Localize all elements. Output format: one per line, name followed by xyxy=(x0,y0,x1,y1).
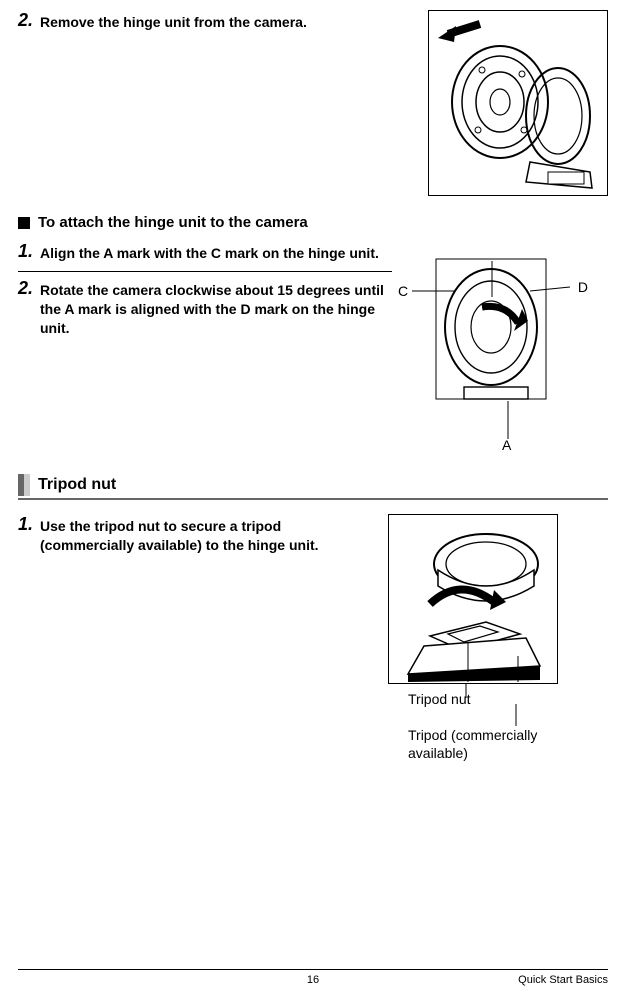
step-number: 1. xyxy=(18,514,40,535)
attach-block: 1. Align the A mark with the C mark on t… xyxy=(18,241,608,454)
step-instruction: Rotate the camera clockwise about 15 deg… xyxy=(40,278,392,338)
attach-step1: 1. Align the A mark with the C mark on t… xyxy=(18,241,392,263)
step-line: 2. Remove the hinge unit from the camera… xyxy=(18,10,422,32)
step-number: 1. xyxy=(18,241,40,262)
figure-col xyxy=(428,10,608,196)
tripod-illustration xyxy=(390,516,556,682)
step-instruction: Align the A mark with the C mark on the … xyxy=(40,241,379,263)
step-number: 2. xyxy=(18,10,40,31)
section-title-row: Tripod nut xyxy=(18,474,608,496)
section-tripod-nut: Tripod nut xyxy=(18,474,608,500)
page-number: 16 xyxy=(307,974,319,986)
callout-block: Tripod nut Tripod (commercially availabl… xyxy=(388,690,588,763)
figure-remove-hinge xyxy=(428,10,608,196)
tripod-figure-col: Tripod nut Tripod (commercially availabl… xyxy=(378,514,588,763)
label-a: A xyxy=(502,437,511,453)
section-underline xyxy=(18,498,608,500)
section-bar-light-icon xyxy=(24,474,30,496)
footer-section: Quick Start Basics xyxy=(518,974,608,986)
footer-divider xyxy=(18,969,608,970)
callout-tripod: Tripod (commercially available) xyxy=(408,726,578,762)
label-c: C xyxy=(398,283,408,299)
hinge-remove-illustration xyxy=(430,12,606,194)
tripod-block: 1. Use the tripod nut to secure a tripod… xyxy=(18,514,608,763)
step-remove-hinge: 2. Remove the hinge unit from the camera… xyxy=(18,10,608,196)
footer-row: 16 Quick Start Basics xyxy=(18,974,608,986)
step-instruction: Use the tripod nut to secure a tripod (c… xyxy=(40,514,372,555)
step-divider xyxy=(18,271,392,272)
step-instruction: Remove the hinge unit from the camera. xyxy=(40,10,307,32)
step-number: 2. xyxy=(18,278,40,299)
subheading-text: To attach the hinge unit to the camera xyxy=(38,214,308,231)
bullet-square-icon xyxy=(18,217,30,229)
page-footer: 16 Quick Start Basics xyxy=(18,969,608,986)
label-d: D xyxy=(578,279,588,295)
tripod-step1: 1. Use the tripod nut to secure a tripod… xyxy=(18,514,372,555)
attach-figure-col: C D A xyxy=(398,241,588,454)
section-title-text: Tripod nut xyxy=(38,474,116,496)
figure-attach-hinge xyxy=(398,241,588,451)
callout-leader2 xyxy=(388,704,558,728)
tripod-text-col: 1. Use the tripod nut to secure a tripod… xyxy=(18,514,378,555)
subheading-attach: To attach the hinge unit to the camera xyxy=(18,214,608,231)
step-text-col: 2. Remove the hinge unit from the camera… xyxy=(18,10,428,32)
attach-text-col: 1. Align the A mark with the C mark on t… xyxy=(18,241,398,338)
figure-tripod xyxy=(388,514,558,684)
attach-step2: 2. Rotate the camera clockwise about 15 … xyxy=(18,278,392,338)
callout-leaders xyxy=(388,684,558,704)
